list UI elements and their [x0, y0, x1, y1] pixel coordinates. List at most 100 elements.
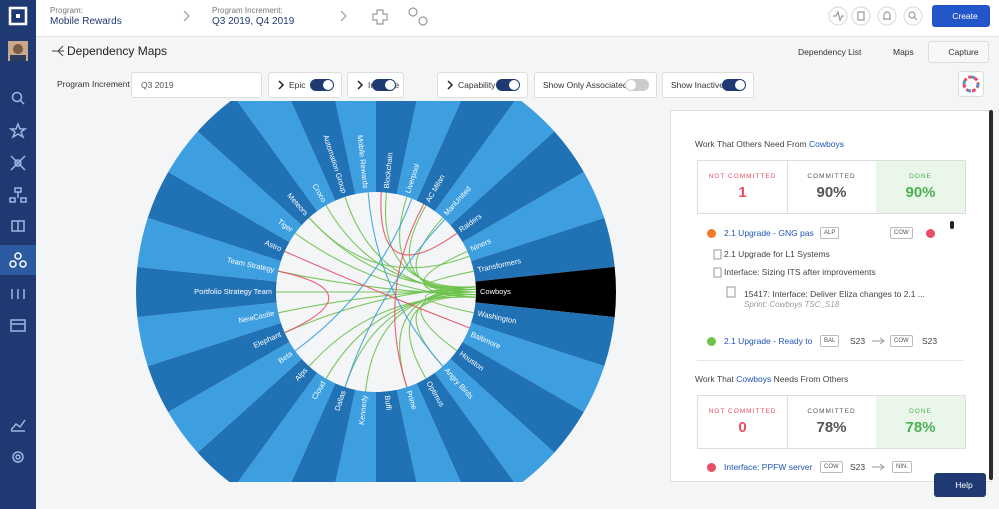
dependency-list-link[interactable]: Dependency List [798, 47, 862, 57]
team-link[interactable]: Cowboys [736, 374, 772, 384]
capture-button[interactable]: Capture [928, 41, 989, 63]
stat-column: COMMITTED 90% [787, 161, 877, 213]
toggle-label: Capability [458, 80, 496, 90]
team-segment[interactable] [462, 322, 605, 412]
dependency-chord [294, 232, 476, 298]
toggle-switch[interactable] [310, 79, 334, 91]
team-segment[interactable] [450, 131, 584, 242]
toggle-knob [626, 80, 636, 90]
filter-toggle[interactable]: Capability [437, 72, 528, 98]
stat-label: DONE [909, 173, 932, 180]
chevron [278, 80, 285, 90]
stat-label: NOT COMMITTED [708, 408, 777, 415]
stat-column: DONE 78% [876, 396, 965, 448]
filter-toggle[interactable]: Epic [268, 72, 342, 98]
toggle-switch[interactable] [372, 79, 396, 91]
help-label: Help [955, 480, 973, 490]
dependency-chord [278, 270, 330, 334]
team-segment[interactable] [416, 73, 517, 212]
team-segment[interactable] [376, 389, 426, 509]
team-segment[interactable] [278, 383, 356, 509]
maps-link[interactable]: Maps [893, 47, 914, 57]
dependency-chord [344, 196, 477, 293]
item-title[interactable]: Interface: PPFW server [724, 462, 813, 472]
program-label: Program: [50, 6, 83, 15]
team-segment[interactable] [197, 98, 318, 226]
team-segment[interactable] [416, 372, 517, 509]
team-segment[interactable] [450, 342, 584, 453]
team-tag: COW [820, 461, 843, 473]
team-tag: COW [890, 335, 913, 347]
filter-toggle[interactable]: Initiative [347, 72, 404, 98]
chevron [357, 80, 364, 90]
stat-value: 1 [738, 184, 747, 201]
title-icon [52, 45, 64, 57]
help-button[interactable]: Help [934, 473, 986, 497]
dependency-chord [308, 296, 476, 367]
team-segment[interactable] [396, 383, 474, 509]
team-segment[interactable] [168, 131, 302, 242]
team-segment[interactable] [326, 52, 376, 195]
pi-filter-value: Q3 2019 [141, 80, 174, 90]
item-title[interactable]: 2.1 Upgrade - GNG pas [724, 228, 814, 238]
section1-title-text: Work That Others Need From [695, 139, 807, 149]
filter-toggle[interactable]: Show Inactive [662, 72, 754, 98]
toggle-switch[interactable] [722, 79, 746, 91]
team-segment[interactable] [396, 57, 474, 201]
team-segment[interactable] [471, 302, 615, 367]
topbar-icons [183, 6, 923, 26]
item-title[interactable]: 2.1 Upgrade - Ready to [724, 336, 813, 346]
pi-filter-select[interactable]: Q3 2019 [131, 72, 262, 98]
team-segment[interactable] [137, 302, 281, 367]
team-segment[interactable] [376, 52, 426, 195]
list-scroll [950, 221, 954, 229]
toggle-knob [509, 80, 519, 90]
team-segment[interactable] [278, 57, 356, 201]
team-segment[interactable] [462, 172, 605, 262]
team-segment[interactable] [197, 358, 318, 486]
stat-value: 78% [905, 419, 936, 436]
toggle-switch[interactable] [625, 79, 649, 91]
dependency-chord [380, 192, 458, 256]
create-label: Create [952, 11, 978, 21]
stat-column: NOT COMMITTED 1 [698, 161, 788, 213]
team-segment[interactable] [147, 322, 290, 412]
team-segment[interactable] [475, 266, 616, 318]
story-sprint: Sprint: Cowboys TSC_S18 [744, 300, 840, 309]
dependency-chord [294, 198, 413, 352]
toggle-switch[interactable] [496, 79, 520, 91]
sidebar-icons [0, 6, 36, 463]
capture-label: Capture [948, 47, 979, 57]
team-segment[interactable] [235, 372, 336, 509]
team-label: Blockchain [382, 152, 395, 189]
team-segment[interactable] [147, 172, 290, 262]
team-label: Portfolio Strategy Team [194, 287, 272, 296]
sidebar [0, 0, 36, 509]
dependency-chord [344, 219, 446, 388]
team-segment[interactable] [471, 217, 615, 282]
create-button[interactable]: Create [932, 5, 990, 27]
team-segment[interactable] [137, 217, 281, 282]
color-wheel-button[interactable] [958, 71, 984, 97]
dependency-chord [394, 203, 425, 388]
child-item: Interface: Sizing ITS after improvements [724, 267, 876, 277]
stat-label: COMMITTED [807, 173, 856, 180]
section1-title: Work That Others Need From Cowboys [695, 139, 844, 149]
program-select[interactable]: Mobile Rewards [50, 16, 122, 27]
team-link[interactable]: Cowboys [809, 139, 844, 149]
filter-toggle[interactable]: Show Only Associated [534, 72, 657, 98]
team-segment[interactable] [434, 98, 555, 226]
team-segment[interactable] [168, 342, 302, 453]
toggle-knob [323, 80, 333, 90]
pi-select[interactable]: Q3 2019, Q4 2019 [212, 16, 295, 27]
team-segment[interactable] [434, 358, 555, 486]
team-tag: NIN. [892, 461, 912, 473]
stat-label: DONE [909, 408, 932, 415]
stat-label: NOT COMMITTED [708, 173, 777, 180]
team-segment[interactable] [136, 266, 277, 318]
toggle-label: Epic [289, 80, 306, 90]
toggle-label: Show Inactive [671, 80, 724, 90]
team-segment[interactable] [326, 389, 376, 509]
team-segment[interactable] [235, 73, 336, 212]
dependency-chord [278, 270, 476, 296]
